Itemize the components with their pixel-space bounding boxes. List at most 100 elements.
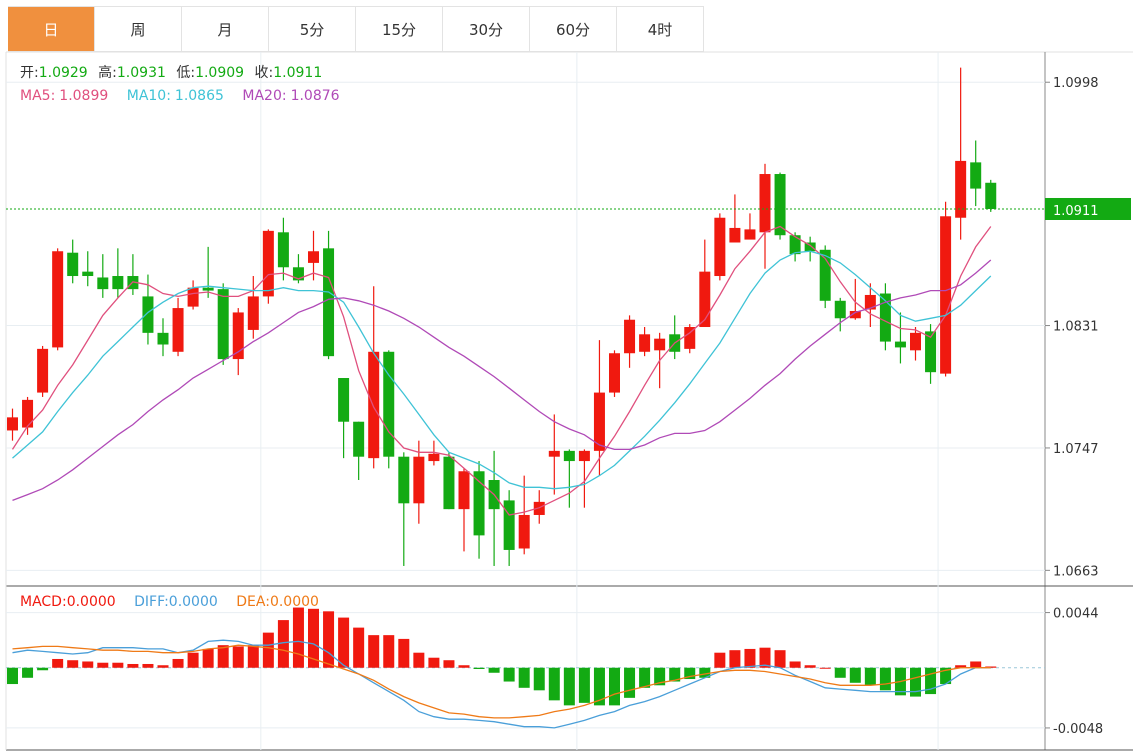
candle-body (503, 500, 515, 550)
diff-label: DIFF: (134, 594, 169, 610)
macd-tick-label: 0.0044 (1053, 607, 1099, 622)
macd-bar (714, 652, 726, 668)
macd-bar (52, 658, 64, 668)
candle-body (684, 327, 696, 349)
ma5-value: 1.0899 (59, 88, 108, 104)
candle-body (247, 296, 259, 330)
macd-bar (187, 652, 199, 668)
macd-bar (473, 667, 485, 669)
macd-value: 0.0000 (67, 594, 116, 610)
macd-bar (217, 645, 229, 668)
candle-body (759, 174, 771, 233)
dea-value: 0.0000 (270, 594, 319, 610)
candle-body (458, 471, 470, 510)
price-tick-label: 1.0831 (1053, 320, 1099, 335)
ma-legend: MA5: 1.0899 MA10: 1.0865 MA20: 1.0876 (20, 88, 340, 104)
macd-bar (383, 635, 395, 668)
candle-body (398, 456, 410, 504)
candle-body (338, 378, 350, 422)
candle-body (699, 271, 711, 328)
macd-label: MACD: (20, 594, 67, 610)
macd-bar (338, 617, 350, 668)
candle-body (157, 332, 169, 345)
macd-bar (488, 667, 500, 673)
candle-body (849, 310, 861, 319)
candle-body (940, 216, 952, 374)
ma5-line (11, 225, 992, 516)
ma20-line (12, 259, 992, 502)
candle-body (985, 182, 997, 209)
macd-bar (729, 650, 741, 668)
macd-bar (759, 647, 771, 668)
macd-bar (22, 667, 34, 678)
tab-60min[interactable]: 60分 (530, 7, 617, 51)
macd-bar (654, 667, 666, 686)
candle-body (52, 251, 64, 348)
candle-body (518, 514, 530, 549)
macd-bar (819, 667, 831, 669)
macd-bar (277, 620, 289, 668)
ma10-label: MA10: (127, 88, 171, 104)
last-price-tag (1045, 197, 1131, 220)
macd-bar (955, 665, 967, 668)
macd-bar (699, 667, 711, 678)
candle-body (187, 287, 199, 307)
close-value: 1.0911 (273, 65, 322, 81)
macd-series (6, 607, 1045, 729)
candle-body (804, 242, 816, 252)
tab-15min[interactable]: 15分 (356, 7, 443, 51)
tab-30min[interactable]: 30分 (443, 7, 530, 51)
candle-body (308, 251, 319, 263)
tab-week[interactable]: 周 (95, 7, 182, 51)
candle-body (7, 417, 18, 431)
macd-bar (37, 667, 49, 671)
candle-body (67, 252, 79, 277)
candle-body (142, 296, 154, 333)
price-tick-label: 1.0998 (1053, 76, 1099, 91)
macd-bar (503, 667, 515, 682)
macd-bar (789, 661, 801, 668)
macd-bar (864, 667, 876, 686)
candle-body (413, 456, 425, 504)
candle-body (609, 353, 620, 393)
candle-body (624, 319, 636, 354)
ma5-label: MA5: (20, 88, 55, 104)
macd-bar (323, 611, 335, 668)
macd-bar (232, 646, 244, 668)
candle-body (428, 453, 440, 462)
macd-bar (172, 658, 184, 668)
last-price-label: 1.0911 (1053, 204, 1099, 219)
macd-bar (97, 662, 109, 668)
tab-month[interactable]: 月 (182, 7, 269, 51)
candle-body (292, 267, 304, 281)
candle-body (97, 277, 109, 290)
tab-4hour[interactable]: 4时 (617, 7, 704, 51)
candle-body (277, 232, 289, 268)
candle-body (714, 217, 726, 277)
macd-bar (624, 667, 636, 698)
candle-body (894, 341, 906, 348)
open-value: 1.0929 (39, 65, 88, 81)
macd-bar (834, 667, 846, 678)
macd-bar (112, 662, 124, 668)
high-label: 高: (98, 64, 117, 81)
macd-bar (910, 667, 921, 697)
candle-body (37, 348, 49, 393)
macd-bar (353, 627, 365, 668)
macd-bar (202, 648, 214, 668)
tab-5min[interactable]: 5分 (269, 7, 356, 51)
dea-label: DEA: (236, 594, 270, 610)
candle-body (548, 450, 560, 457)
candle-body (593, 392, 605, 451)
macd-tick-label: -0.0048 (1053, 722, 1103, 737)
macd-bar (744, 648, 756, 668)
macd-bar (970, 661, 982, 668)
tab-day[interactable]: 日 (8, 7, 95, 51)
low-value: 1.0909 (195, 65, 244, 81)
candle-body (879, 293, 891, 342)
macd-bar (804, 665, 816, 668)
open-label: 开: (20, 65, 39, 81)
macd-bar (925, 667, 937, 695)
ohlc-legend: 开:1.0929 高:1.0931 低:1.0909 收:1.0911 (20, 64, 322, 81)
